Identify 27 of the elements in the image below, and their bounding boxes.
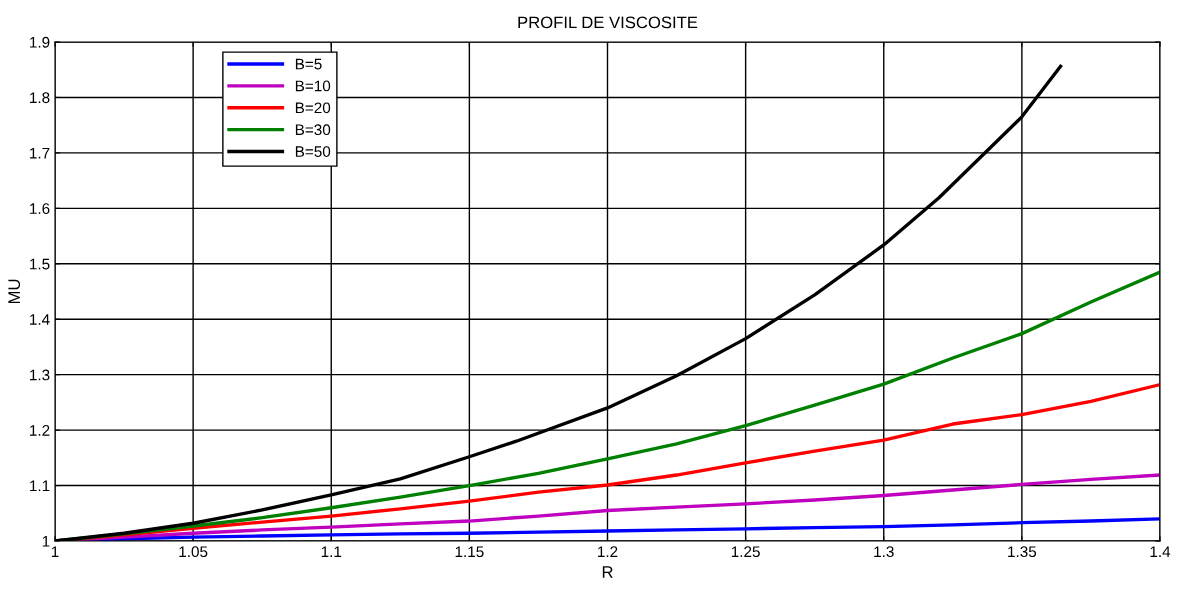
x-axis-title: R <box>602 566 613 578</box>
y-tick-label: 1.7 <box>30 147 50 159</box>
x-tick-label: 1.05 <box>179 546 208 558</box>
y-tick-label: 1.4 <box>30 314 50 325</box>
y-tick-label: 1.5 <box>30 258 50 270</box>
x-tick-label: 1.4 <box>1150 546 1171 557</box>
y-tick-label: 1.9 <box>30 36 50 48</box>
x-tick-label: 1 <box>51 546 59 557</box>
y-tick-label: 1.6 <box>30 203 50 215</box>
legend-label: B=5 <box>295 58 322 70</box>
legend-label: B=10 <box>295 80 331 92</box>
legend-label: B=30 <box>295 124 331 136</box>
x-tick-label: 1.25 <box>731 546 760 558</box>
y-tick-label: 1.1 <box>30 480 50 492</box>
chart-title: PROFIL DE VISCOSITE <box>518 16 698 29</box>
x-tick-label: 1.3 <box>874 546 894 558</box>
y-tick-label: 1.2 <box>30 424 50 436</box>
x-tick-label: 1.2 <box>598 546 618 557</box>
legend-label: B=50 <box>295 146 331 157</box>
x-tick-label: 1.15 <box>455 546 484 558</box>
y-tick-label: 1 <box>42 536 50 547</box>
y-tick-label: 1.8 <box>30 92 50 104</box>
x-tick-label: 1.35 <box>1008 546 1037 558</box>
y-axis-title: MU <box>8 279 21 304</box>
x-tick-label: 1.1 <box>321 546 342 557</box>
legend-label: B=20 <box>295 102 331 114</box>
y-tick-label: 1.3 <box>30 369 50 381</box>
